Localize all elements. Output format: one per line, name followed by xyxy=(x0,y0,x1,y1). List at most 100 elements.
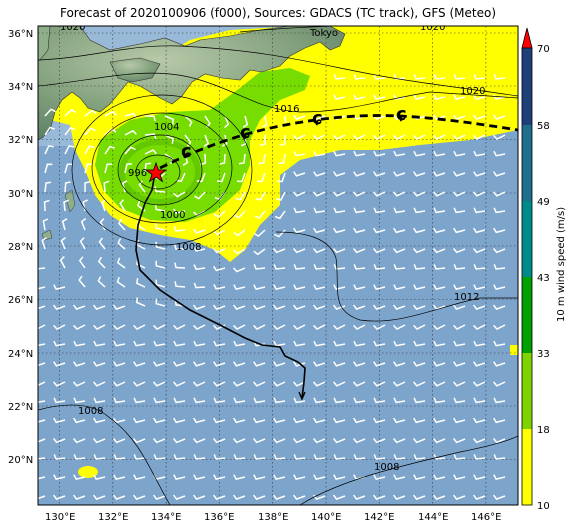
wind-barb xyxy=(353,227,366,234)
wind-barb xyxy=(38,305,46,310)
wind-barb xyxy=(174,262,186,269)
wind-barb xyxy=(473,134,486,141)
wind-barb xyxy=(133,381,146,387)
wind-barb xyxy=(293,207,306,214)
wind-barb xyxy=(313,264,326,270)
wind-barb xyxy=(213,229,226,236)
wind-barbs xyxy=(38,74,506,501)
wind-barb xyxy=(253,381,266,387)
wind-barb xyxy=(53,417,66,424)
wind-barb xyxy=(473,171,486,177)
wind-barb xyxy=(453,438,466,444)
isobar-label: 1020 xyxy=(60,22,85,33)
forecast-track xyxy=(159,114,518,170)
wind-barb xyxy=(38,457,46,460)
wind-barb xyxy=(473,191,486,197)
wind-barb xyxy=(138,180,146,193)
wind-barb xyxy=(184,115,193,127)
wind-barb xyxy=(274,210,286,220)
wind-barb xyxy=(236,172,246,183)
wind-barb xyxy=(112,304,126,311)
wind-barb xyxy=(293,474,306,480)
wind-barb xyxy=(233,438,246,444)
wind-barb xyxy=(192,494,206,501)
wind-barb xyxy=(453,417,466,424)
colorbar-segment xyxy=(522,48,532,125)
wind-barb xyxy=(293,191,306,197)
wind-barb xyxy=(253,248,266,256)
wind-barb xyxy=(93,381,106,387)
wind-barb xyxy=(333,191,346,197)
wind-barb xyxy=(493,324,506,331)
wind-barb xyxy=(293,264,306,270)
wind-barb xyxy=(493,191,506,197)
wind-barb xyxy=(53,397,66,404)
wind-barb xyxy=(42,218,49,231)
wind-barb xyxy=(213,284,226,290)
wind-barb xyxy=(433,74,446,80)
colorbar-tick: 58 xyxy=(537,121,550,132)
wind-barb xyxy=(153,340,166,347)
wind-barb xyxy=(333,150,346,157)
wind-barb xyxy=(433,191,446,197)
wind-barb xyxy=(233,381,246,387)
wind-barb xyxy=(453,74,466,80)
wind-barb xyxy=(473,381,486,387)
wind-barb xyxy=(333,248,346,254)
wind-barb xyxy=(353,454,366,460)
wind-barb xyxy=(133,324,146,331)
wind-barb xyxy=(453,340,466,347)
map-frame xyxy=(37,25,519,506)
wind-barb xyxy=(93,417,106,424)
wind-barb xyxy=(292,304,306,311)
wind-barb xyxy=(93,361,106,367)
wind-barb xyxy=(144,115,156,122)
colorbar-segment xyxy=(522,125,532,201)
wind-barb xyxy=(273,324,286,331)
wind-barb xyxy=(98,237,106,250)
lon-tick-label: 142°E xyxy=(364,512,394,523)
lat-tick-label: 32°N xyxy=(8,135,33,146)
lon-tick-label: 136°E xyxy=(204,512,234,523)
wind-barb xyxy=(173,361,186,367)
wind-barb xyxy=(38,343,46,347)
wind-barb xyxy=(104,145,115,155)
wind-barb xyxy=(84,163,93,174)
wind-barb xyxy=(135,278,146,288)
wind-barb xyxy=(193,361,206,367)
lat-tick-label: 20°N xyxy=(8,455,33,466)
wind-barb xyxy=(393,150,406,157)
wind-barb xyxy=(473,94,486,100)
wind-barb xyxy=(38,267,46,270)
wind-barb xyxy=(64,145,75,155)
wind-barb xyxy=(44,181,52,193)
wind-barb xyxy=(93,397,106,404)
wind-barb xyxy=(172,494,186,501)
typhoon-symbols: ɕ ɕ ɕ ɕ xyxy=(181,104,407,162)
lat-tick-label: 36°N xyxy=(8,29,33,40)
wind-barb xyxy=(353,324,366,331)
wind-barb xyxy=(313,361,326,367)
wind-barb xyxy=(493,340,506,347)
wind-barb xyxy=(173,208,186,215)
wind-barb xyxy=(38,438,46,443)
wind-barb xyxy=(116,276,126,288)
wind-barb xyxy=(453,474,466,480)
wind-barb xyxy=(393,94,406,100)
wind-barb xyxy=(196,172,206,183)
wind-barb xyxy=(192,304,206,311)
wind-barb xyxy=(472,114,486,121)
wind-barb xyxy=(173,191,186,198)
colorbar-segment xyxy=(522,353,532,429)
wind-barb xyxy=(173,474,186,480)
wind-barb xyxy=(353,74,366,80)
wind-barb xyxy=(193,282,206,289)
wind-barb xyxy=(333,284,346,290)
wind-barb xyxy=(373,397,386,404)
wind-barb xyxy=(333,340,346,347)
wind-barb xyxy=(293,284,306,290)
wind-barb xyxy=(313,454,326,460)
wind-barb xyxy=(273,474,286,480)
wind-barb xyxy=(433,438,446,444)
wind-barb xyxy=(213,361,226,367)
